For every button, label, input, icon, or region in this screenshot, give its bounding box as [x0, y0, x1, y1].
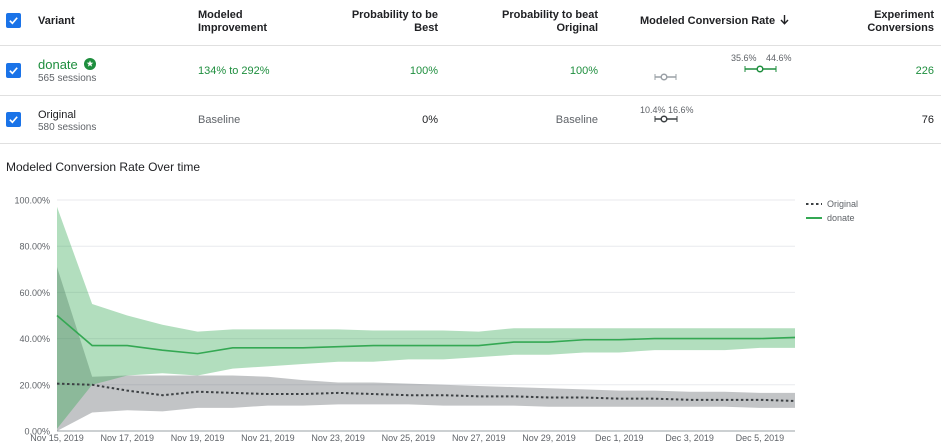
series-line-original [56, 382, 796, 402]
original-reference-range [654, 73, 677, 81]
ci-high-label-donate: 44.6% [766, 53, 792, 63]
variant-sessions-donate: 565 sessions [38, 73, 97, 84]
x-tick-label: Nov 19, 2019 [171, 433, 225, 443]
x-tick-label: Dec 1, 2019 [595, 433, 644, 443]
probability-best-original: 0% [422, 114, 438, 126]
header-experiment-conversions-line2: Conversions [867, 22, 934, 34]
modeled-improvement-original: Baseline [198, 114, 241, 126]
header-modeled-improvement-line2: Improvement [198, 22, 268, 34]
header-probability-best[interactable]: Probability to be Best [300, 9, 438, 35]
conversions-donate: 226 [915, 65, 934, 77]
header-probability-beat-line1: Probability to beat [502, 9, 598, 21]
checkmark-icon [9, 116, 18, 124]
x-tick-label: Dec 5, 2019 [736, 433, 785, 443]
header-modeled-improvement[interactable]: Modeled Improvement [198, 9, 267, 35]
x-tick-label: Nov 23, 2019 [311, 433, 365, 443]
checkmark-icon [9, 67, 18, 75]
variant-name-donate[interactable]: donate [38, 57, 97, 72]
donate-ci-range [744, 65, 777, 73]
arrow-down-icon [780, 15, 789, 25]
header-modeled-conversion-rate-label: Modeled Conversion Rate [640, 15, 776, 27]
probability-beat-original: Baseline [555, 114, 598, 126]
variant-sessions-original: 580 sessions [38, 122, 97, 133]
x-tick-label: Nov 21, 2019 [241, 433, 295, 443]
header-probability-best-line2: Best [414, 22, 438, 34]
row-divider [0, 143, 941, 144]
ci-low-label-original: 10.4% [640, 105, 666, 115]
row-checkbox-original[interactable] [6, 112, 21, 127]
x-tick-label: Nov 27, 2019 [452, 433, 506, 443]
legend-label-donate: donate [827, 213, 855, 223]
x-tick-label: Dec 3, 2019 [665, 433, 714, 443]
ci-low-label-donate: 35.6% [731, 53, 757, 63]
header-probability-beat-line2: Original [556, 22, 598, 34]
header-divider [0, 45, 941, 46]
star-badge-icon [84, 58, 97, 70]
variant-name-donate-label: donate [38, 57, 78, 72]
x-tick-label: Nov 29, 2019 [522, 433, 576, 443]
y-tick-label: 100.00% [14, 196, 50, 206]
header-variant[interactable]: Variant [38, 15, 75, 27]
header-probability-beat[interactable]: Probability to beat Original [460, 9, 598, 35]
chart-title: Modeled Conversion Rate Over time [6, 160, 201, 174]
x-tick-label: Nov 17, 2019 [101, 433, 155, 443]
legend-label-original: Original [827, 199, 858, 209]
y-tick-label: 60.00% [19, 288, 50, 298]
series-line-donate [56, 314, 796, 355]
conversion-rate-chart: 0.00% 20.00% 40.00% 60.00% 80.00% 100.00% Nov … [14, 196, 858, 444]
confidence-band-original [57, 266, 795, 431]
y-tick-label: 20.00% [19, 380, 50, 390]
x-tick-label: Nov 25, 2019 [382, 433, 436, 443]
checkmark-icon [9, 17, 18, 25]
conversion-rate-range-original [654, 115, 678, 123]
select-all-checkbox[interactable] [6, 13, 21, 28]
row-divider [0, 95, 941, 96]
header-modeled-improvement-line1: Modeled [198, 9, 243, 21]
probability-beat-donate: 100% [569, 65, 598, 77]
variant-name-original[interactable]: Original [38, 109, 76, 121]
conversions-original: 76 [921, 114, 934, 126]
probability-best-donate: 100% [409, 65, 438, 77]
header-modeled-conversion-rate[interactable]: Modeled Conversion Rate [640, 15, 789, 28]
y-tick-label: 40.00% [19, 334, 50, 344]
ci-high-label-original: 16.6% [668, 105, 694, 115]
y-tick-label: 0.00% [24, 427, 50, 437]
modeled-improvement-donate: 134% to 292% [198, 65, 270, 77]
row-checkbox-donate[interactable] [6, 63, 21, 78]
header-experiment-conversions-line1: Experiment [874, 9, 934, 21]
header-experiment-conversions[interactable]: Experiment Conversions [800, 9, 934, 35]
y-tick-label: 80.00% [19, 242, 50, 252]
header-probability-best-line1: Probability to be [351, 9, 438, 21]
x-tick-label: Nov 15, 2019 [30, 433, 84, 443]
conversion-rate-range-donate [654, 65, 777, 81]
